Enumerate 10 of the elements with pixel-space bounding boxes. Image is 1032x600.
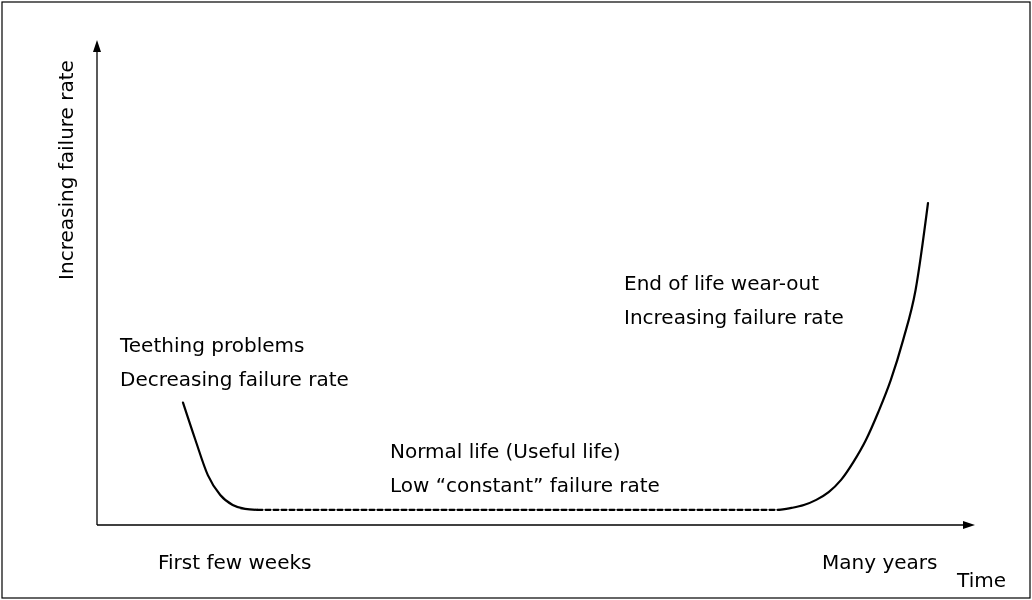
x-axis-title: Time [956,568,1006,592]
annotation: Decreasing failure rate [120,367,349,391]
annotation: Normal life (Useful life) [390,439,621,463]
annotation: Low “constant” failure rate [390,473,660,497]
annotation: End of life wear-out [624,271,820,295]
text: Many years [822,550,938,574]
y-axis-title: Increasing failure rate [54,60,78,280]
text: First few weeks [158,550,312,574]
annotation: Increasing failure rate [624,305,844,329]
annotation: Teething problems [119,333,305,357]
